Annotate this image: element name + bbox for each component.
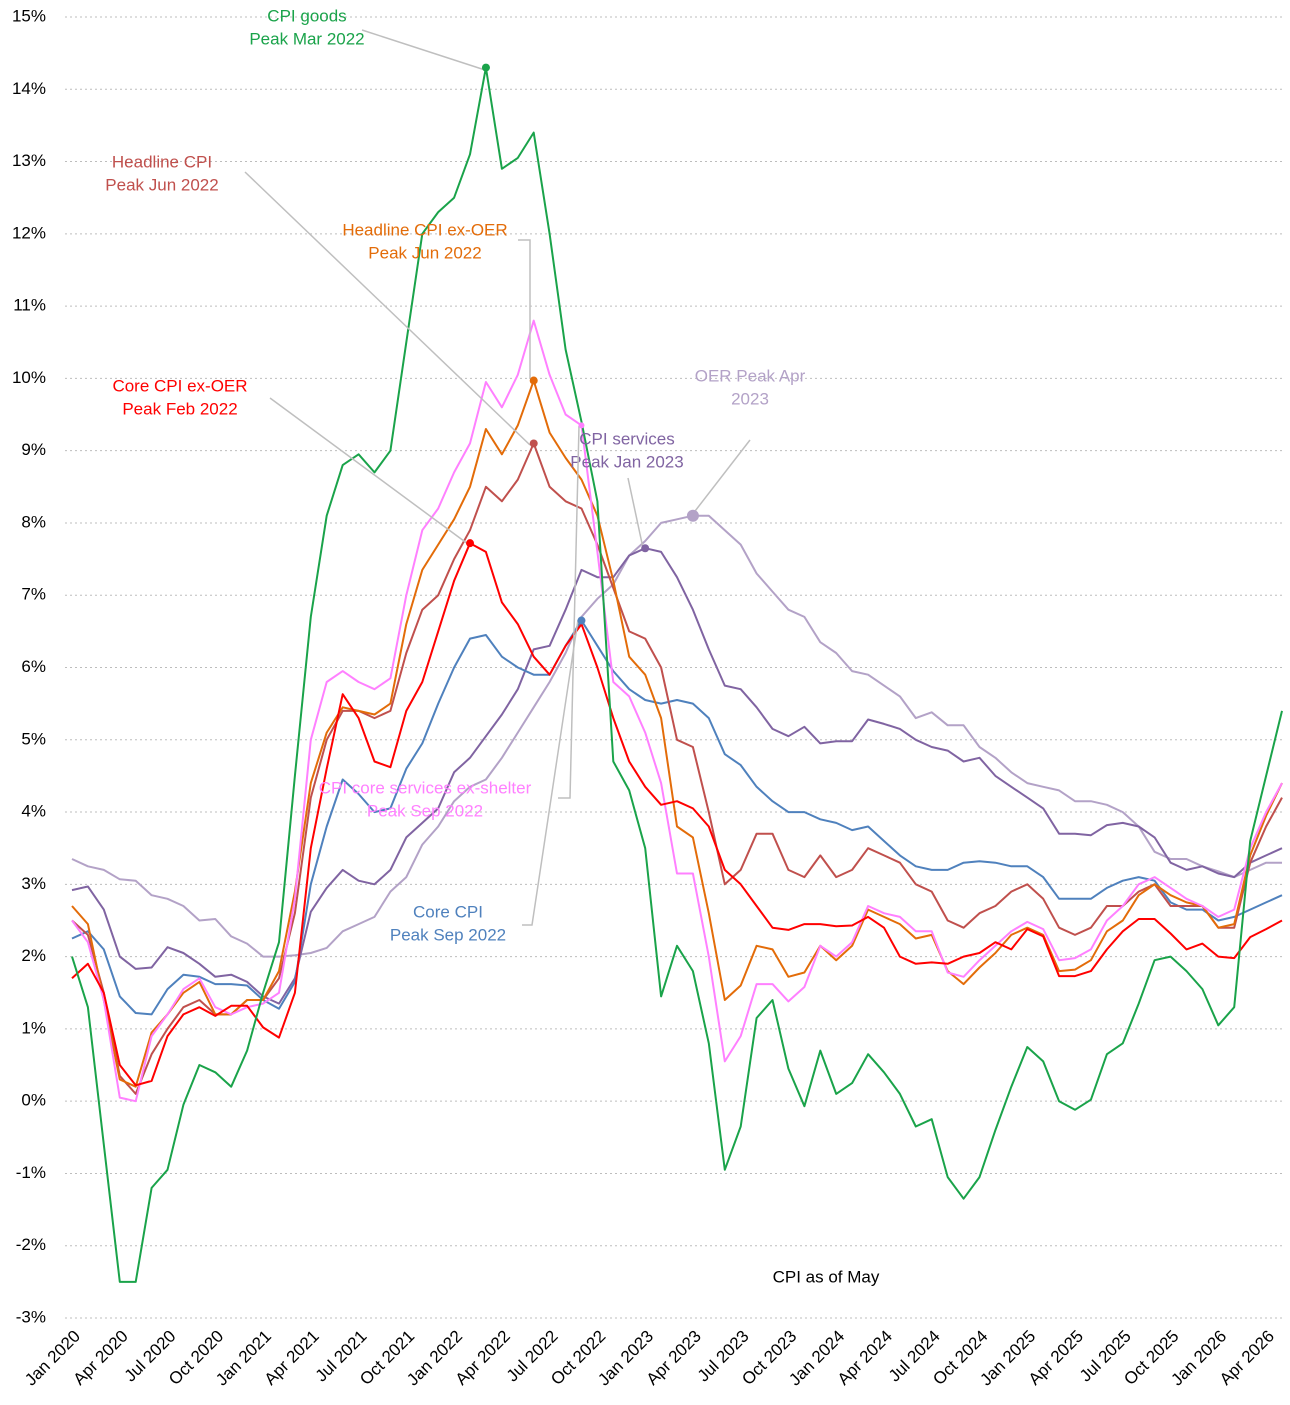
y-tick-label: 1% xyxy=(21,1018,46,1037)
annotation-text: 2023 xyxy=(731,389,769,408)
y-tick-label: 10% xyxy=(12,368,46,387)
peak-marker xyxy=(641,544,650,553)
annotation-text: CPI goods xyxy=(267,6,346,25)
annotation-text: Peak Sep 2022 xyxy=(390,925,506,944)
series-line xyxy=(71,319,1283,1103)
annotation-text: OER Peak Apr xyxy=(695,366,806,385)
leader-line xyxy=(269,397,469,545)
y-tick-label: 2% xyxy=(21,946,46,965)
series-line xyxy=(71,66,1283,1283)
annotation-text: Headline CPI ex-OER xyxy=(342,220,507,239)
y-tick-label: 8% xyxy=(21,512,46,531)
leader-line xyxy=(691,439,751,516)
y-tick-label: 3% xyxy=(21,874,46,893)
peak-marker xyxy=(481,63,490,72)
y-tick-label: -3% xyxy=(16,1307,46,1326)
annotation-text: Peak Jun 2022 xyxy=(105,175,218,194)
y-tick-label: 11% xyxy=(13,296,46,315)
annotation-text: Peak Sep 2022 xyxy=(367,801,483,820)
annotation-text: CPI core services ex-shelter xyxy=(319,778,532,797)
annotation-text: Core CPI ex-OER xyxy=(112,376,247,395)
annotation-text: Peak Mar 2022 xyxy=(249,29,364,48)
series-line xyxy=(71,547,1283,1005)
leader-line xyxy=(361,29,486,71)
leader-line xyxy=(244,171,531,446)
series-line xyxy=(71,442,1283,1095)
y-tick-label: 12% xyxy=(12,223,46,242)
y-tick-label: 0% xyxy=(21,1091,46,1110)
leader-line xyxy=(627,477,644,549)
series-line xyxy=(71,542,1283,1087)
y-tick-label: 13% xyxy=(12,151,46,170)
y-tick-label: 5% xyxy=(21,729,46,748)
y-tick-label: 9% xyxy=(21,440,46,459)
leader-line xyxy=(558,425,580,799)
annotation-text: Peak Jan 2023 xyxy=(570,452,683,471)
series-line xyxy=(71,619,1283,1016)
chart-note: CPI as of May xyxy=(773,1267,880,1286)
annotation-text: Peak Feb 2022 xyxy=(122,399,237,418)
y-tick-label: -2% xyxy=(16,1235,46,1254)
y-tick-label: 6% xyxy=(21,657,46,676)
annotation-text: CPI services xyxy=(579,429,674,448)
leader-line xyxy=(518,239,531,379)
peak-marker xyxy=(466,539,475,548)
y-tick-label: 7% xyxy=(21,585,46,604)
series-line xyxy=(71,379,1283,1088)
y-tick-label: -1% xyxy=(16,1163,46,1182)
leader-line xyxy=(522,619,579,926)
peak-marker xyxy=(529,439,538,448)
peak-marker xyxy=(578,422,585,429)
y-tick-label: 14% xyxy=(12,79,46,98)
y-tick-label: 15% xyxy=(12,6,46,25)
annotation-text: Core CPI xyxy=(413,902,483,921)
annotation-text: Headline CPI xyxy=(112,152,212,171)
y-tick-label: 4% xyxy=(21,802,46,821)
annotation-text: Peak Jun 2022 xyxy=(368,243,481,262)
peak-marker xyxy=(577,616,586,625)
peak-marker xyxy=(529,376,538,385)
peak-marker xyxy=(686,509,699,522)
